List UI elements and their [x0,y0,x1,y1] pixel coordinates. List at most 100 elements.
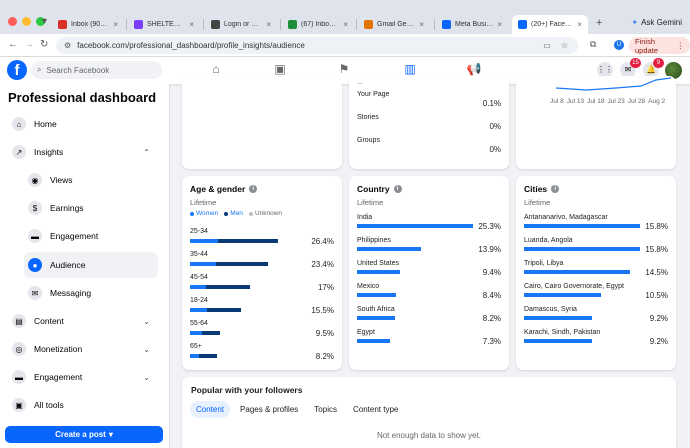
sidebar-item-label: Engagement [34,372,83,382]
tab-search-icon[interactable]: ▾ [42,16,48,27]
browser-tab[interactable]: SHELTER SOULS× [128,15,200,34]
facebook-search-input[interactable]: ⌕ Search Facebook [31,61,162,79]
browser-profile-avatar[interactable]: U [614,40,624,50]
sidebar-item-icon: ↗ [12,145,26,159]
ask-gemini-button[interactable]: ✦ Ask Gemini [631,18,682,27]
cities-percentage: 9.2% [649,337,668,346]
sidebar-item[interactable]: ▬ Engagement [24,223,178,249]
age-range-label: 18-24 [190,297,208,304]
source-label: Groups [357,137,380,144]
nav-pages-flag-icon[interactable]: ⚑ [338,62,350,76]
popular-tab[interactable]: Topics [314,405,337,414]
sidebar-item[interactable]: ▬ Engagement ⌄ [8,364,162,390]
source-percentage: 0% [489,145,501,154]
tab-close-icon[interactable]: × [113,20,118,29]
extensions-icon[interactable]: ⧉ [590,39,597,49]
browser-tab[interactable]: Inbox (909) - s × [52,15,124,34]
age-percentage: 9.5% [315,329,334,338]
more-vert-icon: ⋮ [676,41,685,50]
chevron-down-icon[interactable]: ⌄ [143,344,150,354]
chevron-down-icon[interactable]: ⌄ [143,316,150,326]
info-icon[interactable]: i [393,185,402,193]
sidebar-item-icon: ● [28,258,42,272]
sidebar-item-icon: ⌂ [12,117,26,131]
age-range-label: 45-54 [190,274,208,281]
tab-label: Gmail Generator [377,21,415,28]
tab-label: Meta Business S [455,21,494,28]
browser-tab[interactable]: (20+) Facebook × [512,15,588,34]
sidebar-item[interactable]: ◉ Views [24,167,178,193]
sidebar-item[interactable]: ◎ Monetization ⌄ [8,336,162,362]
legend-dot [190,211,194,216]
finish-update-button[interactable]: Finish update ⋮ [629,37,690,55]
women-bar [190,354,200,358]
info-icon[interactable]: i [551,185,560,193]
create-post-button[interactable]: Create a post ▾ [5,426,163,443]
close-window-button[interactable] [8,17,17,26]
nav-ads-megaphone-icon[interactable]: 📢 [466,62,482,76]
cities-label: Cairo, Cairo Governorate, Egypt [524,283,624,290]
search-icon: ⌕ [37,65,42,74]
nav-video-icon[interactable]: ▣ [274,62,286,76]
nav-insights-icon[interactable]: ▥ [404,62,416,76]
trend-x-label: Jul 8 [550,98,564,105]
browser-tab[interactable]: Meta Business S× [436,15,508,34]
chevron-up-icon[interactable]: ⌃ [143,147,150,157]
sidebar-item[interactable]: ↗ Insights ⌃ [8,139,162,165]
minimize-window-button[interactable] [22,17,31,26]
sidebar-item[interactable]: ⌂ Home [8,111,162,137]
sidebar-item-label: Home [34,119,57,129]
sidebar-item[interactable]: $ Earnings [24,195,178,221]
tab-close-icon[interactable]: × [266,20,271,29]
forward-icon[interactable]: → [24,39,34,50]
country-percentage: 13.9% [478,245,501,254]
tab-close-icon[interactable]: × [577,20,582,29]
cities-bar [524,293,602,297]
popular-tab[interactable]: Content type [352,405,399,414]
sidebar-item-icon: ◎ [12,342,26,356]
bookmark-star-icon[interactable]: ☆ [560,41,568,50]
chevron-down-icon: ▾ [108,430,113,439]
tab-close-icon[interactable]: × [189,20,194,29]
tab-close-icon[interactable]: × [497,20,502,29]
info-icon[interactable]: i [249,185,258,193]
tab-favicon-icon [211,20,220,29]
men-bar [206,285,251,289]
country-percentage: 9.4% [482,268,501,277]
tab-close-icon[interactable]: × [343,20,348,29]
nav-home-icon[interactable]: ⌂ [212,62,220,76]
site-info-icon[interactable]: ⚙ [64,41,72,50]
browser-tab[interactable]: (67) Inbox | Ato × [282,15,354,34]
menu-grid-icon[interactable]: ⋮⋮ [597,62,613,78]
url-field[interactable]: ⚙ facebook.com/professional_dashboard/pr… [56,37,578,54]
tab-favicon-icon [288,20,297,29]
sidebar-item-label: Messaging [50,288,92,298]
cast-icon[interactable]: ▭ [543,41,551,50]
reload-icon[interactable]: ↻ [40,39,49,50]
sidebar-item[interactable]: ▤ Content ⌄ [8,308,162,334]
chevron-down-icon[interactable]: ⌄ [143,372,150,382]
sidebar-item[interactable]: ✉ Messaging [24,280,178,306]
cities-bar [524,224,640,228]
popular-tab[interactable]: Content [190,401,231,418]
sidebar-item[interactable]: ● Audience [24,252,158,278]
age-gender-period: Lifetime [190,198,217,207]
legend-entry: Unknown [248,210,282,217]
back-icon[interactable]: ← [8,39,18,50]
cities-bar [524,247,640,251]
sidebar-item[interactable]: ▣ All tools [8,392,162,418]
country-bar [357,270,401,274]
tab-label: (67) Inbox | Ato [301,21,339,28]
popular-tab[interactable]: Pages & profiles [240,405,299,414]
cities-period: Lifetime [524,198,551,207]
age-range-label: 55-64 [190,320,208,327]
men-bar [207,308,242,312]
browser-tab[interactable]: Gmail Generator × [358,15,430,34]
browser-tab[interactable]: Login or Create× [205,15,277,34]
popular-card: Popular with your followers Content Pages… [182,377,676,448]
new-tab-icon[interactable]: + [596,17,603,29]
maximize-window-button[interactable] [36,17,45,26]
tab-close-icon[interactable]: × [419,20,424,29]
trend-card: Jul 8 Jul 13 Jul 18 Jul 23 Jul 28 Aug 2 [516,76,676,169]
facebook-logo-icon[interactable]: f [7,60,27,80]
